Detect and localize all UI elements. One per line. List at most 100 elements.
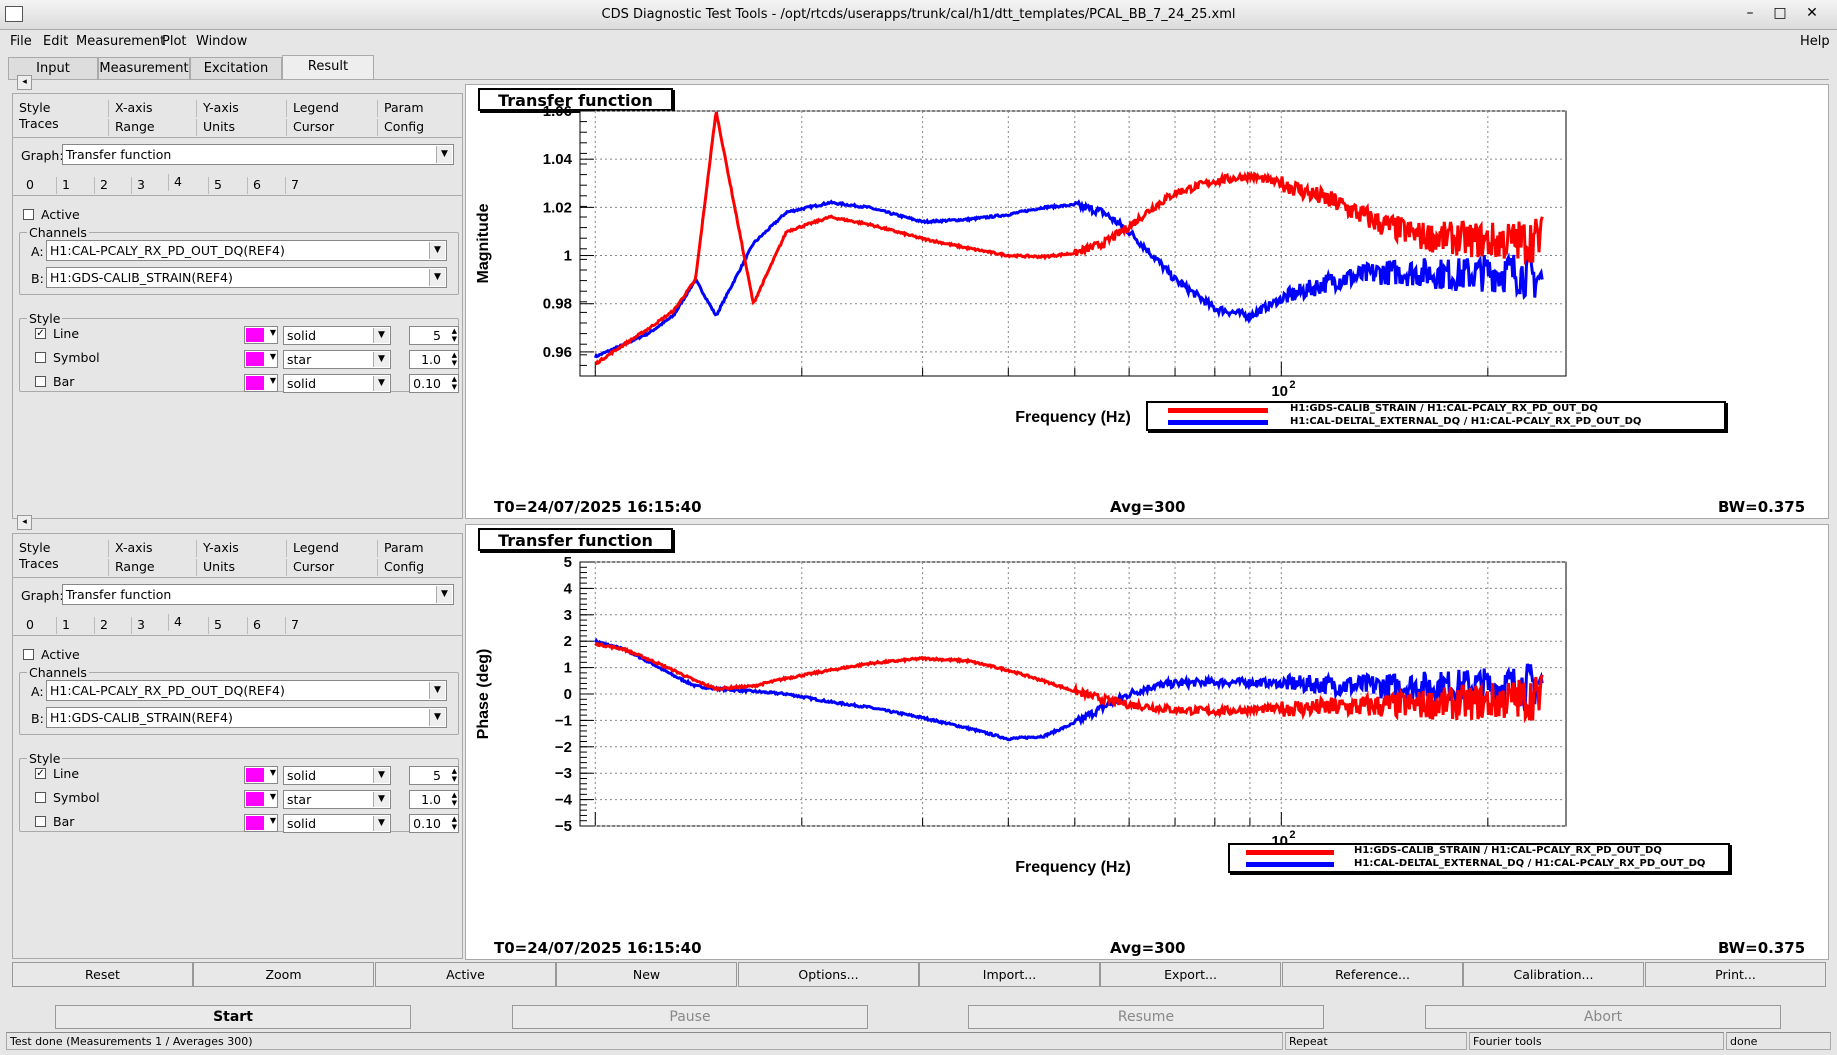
symbol-checkbox[interactable] bbox=[35, 792, 46, 803]
abort-button[interactable]: Abort bbox=[1425, 1005, 1781, 1029]
trace-tab-5[interactable]: 5 bbox=[208, 177, 246, 194]
ptab-y-axis[interactable]: Y-axis bbox=[196, 100, 286, 117]
tab-result[interactable]: Result bbox=[282, 55, 374, 79]
ptab-x-axis[interactable]: X-axis bbox=[108, 100, 196, 117]
ptab-config[interactable]: Config bbox=[377, 119, 463, 136]
tab-input[interactable]: Input bbox=[8, 57, 98, 79]
bar-checkbox[interactable] bbox=[35, 816, 46, 827]
line-style-select[interactable]: solid ▼ bbox=[283, 326, 391, 345]
line-checkbox[interactable]: ✓ bbox=[35, 328, 46, 339]
spinner-arrows-icon[interactable]: ▲ ▼ bbox=[451, 767, 457, 783]
line-spinner[interactable]: 5 ▲ ▼ bbox=[409, 766, 459, 785]
channel-a-select[interactable]: H1:CAL-PCALY_RX_PD_OUT_DQ(REF4) ▼ bbox=[46, 680, 447, 701]
line-spinner[interactable]: 5 ▲ ▼ bbox=[409, 326, 459, 345]
close-button[interactable]: ✕ bbox=[1806, 5, 1818, 21]
bar-spinner[interactable]: 0.10 ▲ ▼ bbox=[409, 814, 459, 833]
trace-tab-4[interactable]: 4 bbox=[168, 174, 206, 191]
menu-measurement[interactable]: Measurement bbox=[76, 34, 166, 49]
trace-tab-7[interactable]: 7 bbox=[285, 177, 329, 194]
window-icon[interactable] bbox=[5, 6, 23, 22]
bar-style-select[interactable]: solid ▼ bbox=[283, 374, 391, 393]
tab-excitation[interactable]: Excitation bbox=[190, 57, 282, 79]
reference-button[interactable]: Reference... bbox=[1282, 962, 1463, 987]
ptab-range[interactable]: Range bbox=[108, 559, 196, 576]
trace-tab-2[interactable]: 2 bbox=[94, 617, 132, 634]
ptab-x-axis[interactable]: X-axis bbox=[108, 540, 196, 557]
trace-tab-6[interactable]: 6 bbox=[247, 617, 285, 634]
bar-checkbox[interactable] bbox=[35, 376, 46, 387]
ptab-legend[interactable]: Legend bbox=[286, 100, 377, 117]
plot-panel-top[interactable]: Transfer function 1.06 1.04 1.02 1 0.98 0.96 1… bbox=[465, 84, 1829, 519]
options-button[interactable]: Options... bbox=[738, 962, 919, 987]
ptab-param[interactable]: Param bbox=[377, 540, 463, 557]
ptab-param[interactable]: Param bbox=[377, 100, 463, 117]
trace-tab-1[interactable]: 1 bbox=[56, 177, 94, 194]
ptab-units[interactable]: Units bbox=[196, 559, 286, 576]
maximize-button[interactable]: □ bbox=[1773, 5, 1787, 21]
magnitude-chart[interactable]: 1.06 1.04 1.02 1 0.98 0.96 10 2 Frequency (Hz) Ma… bbox=[466, 85, 1830, 520]
ptab-traces[interactable]: Traces bbox=[19, 556, 59, 571]
active-button[interactable]: Active bbox=[375, 962, 556, 987]
ptab-range[interactable]: Range bbox=[108, 119, 196, 136]
reset-button[interactable]: Reset bbox=[12, 962, 193, 987]
ptab-traces[interactable]: Traces bbox=[19, 116, 59, 131]
trace-tab-3[interactable]: 3 bbox=[131, 617, 169, 634]
bar-color-picker[interactable]: ▼ bbox=[244, 814, 278, 832]
bar-spinner[interactable]: 0.10 ▲ ▼ bbox=[409, 374, 459, 393]
spinner-arrows-icon[interactable]: ▲ ▼ bbox=[451, 815, 457, 831]
pause-button[interactable]: Pause bbox=[512, 1005, 868, 1029]
channel-b-select[interactable]: H1:GDS-CALIB_STRAIN(REF4) ▼ bbox=[46, 707, 447, 728]
line-color-picker[interactable]: ▼ bbox=[244, 766, 278, 784]
ptab-style[interactable]: Style bbox=[19, 100, 51, 115]
resume-button[interactable]: Resume bbox=[968, 1005, 1324, 1029]
bar-style-select[interactable]: solid ▼ bbox=[283, 814, 391, 833]
ptab-config[interactable]: Config bbox=[377, 559, 463, 576]
tab-measurement[interactable]: Measurement bbox=[98, 57, 190, 79]
trace-tab-6[interactable]: 6 bbox=[247, 177, 285, 194]
import-button[interactable]: Import... bbox=[919, 962, 1100, 987]
symbol-spinner[interactable]: 1.0 ▲ ▼ bbox=[409, 350, 459, 369]
menu-help[interactable]: Help bbox=[1800, 34, 1830, 49]
channel-a-select[interactable]: H1:CAL-PCALY_RX_PD_OUT_DQ(REF4) ▼ bbox=[46, 240, 447, 261]
spinner-arrows-icon[interactable]: ▲ ▼ bbox=[451, 351, 457, 367]
line-checkbox[interactable]: ✓ bbox=[35, 768, 46, 779]
ptab-y-axis[interactable]: Y-axis bbox=[196, 540, 286, 557]
trace-tab-1[interactable]: 1 bbox=[56, 617, 94, 634]
trace-tab-4[interactable]: 4 bbox=[168, 614, 206, 631]
ptab-style[interactable]: Style bbox=[19, 540, 51, 555]
trace-tab-3[interactable]: 3 bbox=[131, 177, 169, 194]
menu-edit[interactable]: Edit bbox=[43, 34, 69, 49]
trace-tab-0[interactable]: 0 bbox=[26, 177, 34, 192]
trace-tab-5[interactable]: 5 bbox=[208, 617, 246, 634]
spinner-arrows-icon[interactable]: ▲ ▼ bbox=[451, 327, 457, 343]
collapse-arrow-icon[interactable]: ◂ bbox=[17, 515, 32, 530]
print-button[interactable]: Print... bbox=[1645, 962, 1826, 987]
symbol-color-picker[interactable]: ▼ bbox=[244, 350, 278, 368]
line-style-select[interactable]: solid ▼ bbox=[283, 766, 391, 785]
symbol-style-select[interactable]: star ▼ bbox=[283, 790, 391, 809]
active-checkbox[interactable] bbox=[23, 649, 34, 660]
calibration-button[interactable]: Calibration... bbox=[1463, 962, 1644, 987]
spinner-arrows-icon[interactable]: ▲ ▼ bbox=[451, 375, 457, 391]
graph-select[interactable]: Transfer function ▼ bbox=[62, 144, 454, 165]
export-button[interactable]: Export... bbox=[1100, 962, 1281, 987]
channel-b-select[interactable]: H1:GDS-CALIB_STRAIN(REF4) ▼ bbox=[46, 267, 447, 288]
ptab-legend[interactable]: Legend bbox=[286, 540, 377, 557]
spinner-arrows-icon[interactable]: ▲ ▼ bbox=[451, 791, 457, 807]
menu-file[interactable]: File bbox=[10, 34, 32, 49]
trace-tab-2[interactable]: 2 bbox=[94, 177, 132, 194]
ptab-cursor[interactable]: Cursor bbox=[286, 119, 377, 136]
ptab-units[interactable]: Units bbox=[196, 119, 286, 136]
plot-panel-bottom[interactable]: Transfer function 5 4 3 2 1 0 −1 −2 −3 −4 −5 10 2 Fre… bbox=[465, 524, 1829, 960]
menu-plot[interactable]: Plot bbox=[162, 34, 187, 49]
graph-select[interactable]: Transfer function ▼ bbox=[62, 584, 454, 605]
menu-window[interactable]: Window bbox=[196, 34, 248, 49]
symbol-spinner[interactable]: 1.0 ▲ ▼ bbox=[409, 790, 459, 809]
ptab-cursor[interactable]: Cursor bbox=[286, 559, 377, 576]
symbol-checkbox[interactable] bbox=[35, 352, 46, 363]
trace-tab-0[interactable]: 0 bbox=[26, 617, 34, 632]
active-checkbox[interactable] bbox=[23, 209, 34, 220]
line-color-picker[interactable]: ▼ bbox=[244, 326, 278, 344]
trace-tab-7[interactable]: 7 bbox=[285, 617, 329, 634]
